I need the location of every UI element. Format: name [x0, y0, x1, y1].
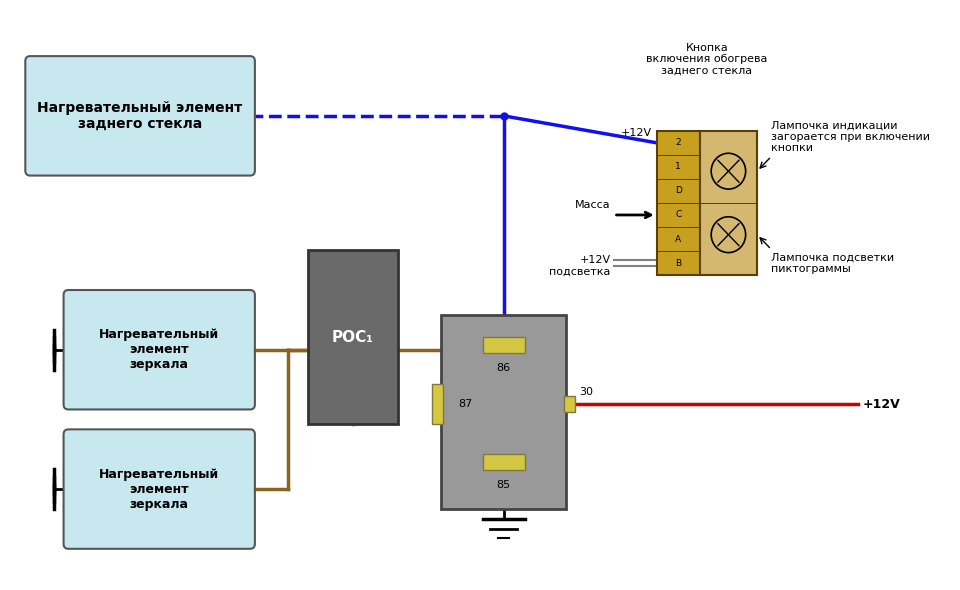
Text: +12V
подсветка: +12V подсветка — [549, 255, 611, 277]
Text: Нагревательный элемент
заднего стекла: Нагревательный элемент заднего стекла — [37, 101, 243, 131]
Text: B: B — [675, 258, 682, 268]
Text: +12V: +12V — [621, 128, 652, 138]
Text: 85: 85 — [496, 480, 511, 490]
Text: Нагревательный
элемент
зеркала: Нагревательный элемент зеркала — [99, 328, 219, 371]
Text: 1: 1 — [675, 162, 681, 171]
Bar — [483, 454, 525, 470]
Text: 30: 30 — [579, 387, 593, 397]
FancyBboxPatch shape — [63, 430, 255, 549]
FancyBboxPatch shape — [25, 56, 255, 176]
Bar — [657, 131, 700, 275]
FancyBboxPatch shape — [63, 290, 255, 409]
Text: РОС₁: РОС₁ — [332, 330, 373, 345]
Text: Кнопка
включения обогрева
заднего стекла: Кнопка включения обогрева заднего стекла — [646, 43, 768, 76]
Text: Нагревательный
элемент
зеркала: Нагревательный элемент зеркала — [99, 468, 219, 510]
Bar — [442, 315, 565, 509]
Text: +12V: +12V — [862, 398, 900, 411]
Text: Лампочка подсветки
пиктограммы: Лампочка подсветки пиктограммы — [772, 253, 895, 274]
Text: 87: 87 — [459, 399, 473, 409]
Bar — [564, 396, 575, 412]
Text: 2: 2 — [676, 138, 681, 148]
Text: A: A — [675, 234, 682, 244]
Text: Масса: Масса — [575, 200, 611, 210]
Bar — [432, 384, 444, 424]
Bar — [307, 250, 398, 424]
Text: D: D — [675, 186, 682, 195]
Bar — [483, 337, 525, 353]
Text: Лампочка индикации
загорается при включении
кнопки: Лампочка индикации загорается при включе… — [772, 120, 930, 153]
Text: 86: 86 — [496, 363, 511, 373]
Bar — [700, 131, 757, 275]
Text: C: C — [675, 211, 682, 219]
